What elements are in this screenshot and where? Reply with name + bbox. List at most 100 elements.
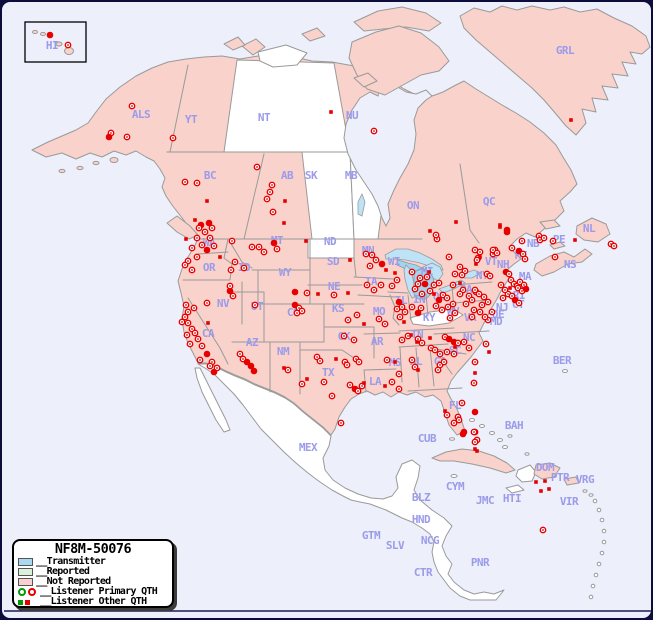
- listener-primary-qth-dot: [255, 243, 263, 251]
- listener-primary-qth-dot: [251, 301, 259, 309]
- listener-primary-qth-dot: [443, 294, 451, 302]
- hawaii-island: [32, 29, 38, 35]
- listener-primary-qth-dot: [363, 281, 371, 289]
- arctic-islands: [223, 6, 450, 96]
- listener-primary-qth-dot: [226, 282, 234, 290]
- listener-dots-layer: [46, 31, 618, 534]
- bahamas-island: [489, 431, 495, 435]
- region-puerto-rico: [563, 476, 580, 486]
- hawaii-inset: [24, 21, 87, 63]
- listener-primary-qth-cluster-dot: [291, 288, 299, 296]
- listener-primary-qth-dot: [458, 399, 466, 407]
- listener-other-qth-dot: [384, 268, 388, 272]
- listener-primary-qth-dot: [188, 266, 196, 274]
- bahamas-island: [469, 418, 475, 422]
- listener-other-qth-dot: [428, 336, 432, 340]
- listener-primary-qth-dot: [408, 356, 416, 364]
- hawaii-inset-box: [24, 21, 87, 63]
- listener-other-qth-dot: [534, 480, 538, 484]
- listener-primary-qth-cluster-dot: [435, 296, 443, 304]
- region-label-mex: MEX: [299, 441, 318, 454]
- listener-other-qth-dot: [218, 255, 222, 259]
- listener-primary-qth-dot: [508, 244, 516, 252]
- small-arctic-island: [223, 36, 246, 51]
- listener-primary-qth-dot: [198, 241, 206, 249]
- listener-primary-qth-dot: [372, 256, 380, 264]
- region-label-yt: YT: [185, 113, 198, 126]
- listener-other-qth-dot: [305, 377, 309, 381]
- listener-primary-qth-dot: [178, 318, 186, 326]
- region-label-dom: DOM: [536, 461, 555, 474]
- listener-primary-qth-dot: [449, 281, 457, 289]
- region-mexico-central-america: [197, 363, 505, 601]
- region-label-nl: NL: [583, 222, 596, 235]
- listener-primary-qth-dot: [449, 300, 457, 308]
- listener-other-qth-dot: [393, 271, 397, 275]
- kodiak-island: [109, 157, 119, 163]
- listener-primary-qth-dot: [476, 308, 484, 316]
- listener-primary-qth-dot: [350, 336, 358, 344]
- listener-other-qth-dot: [473, 447, 477, 451]
- region-label-nt: NT: [258, 111, 271, 124]
- listener-primary-qth-dot: [395, 385, 403, 393]
- listener-primary-qth-dot: [346, 381, 354, 389]
- listener-primary-qth-dot: [393, 276, 401, 284]
- listener-primary-qth-dot: [190, 304, 198, 312]
- listener-primary-qth-dot: [269, 208, 277, 216]
- region-label-slv: SLV: [386, 539, 405, 552]
- southampton-island: [353, 72, 378, 88]
- listener-primary-qth-dot: [328, 392, 336, 400]
- listener-primary-qth-dot: [610, 242, 618, 250]
- listener-other-qth-dot: [362, 381, 366, 385]
- listener-other-qth-dot: [346, 291, 350, 295]
- listener-other-qth-dot: [206, 321, 210, 325]
- listener-primary-qth-dot: [388, 282, 396, 290]
- listener-primary-qth-dot: [195, 224, 203, 232]
- listener-primary-qth-dot: [340, 332, 348, 340]
- listener-primary-qth-dot: [450, 419, 458, 427]
- listener-primary-qth-dot: [343, 361, 351, 369]
- region-label-ns: NS: [564, 258, 576, 271]
- region-label-ar: AR: [371, 335, 384, 348]
- bahamas-island: [497, 438, 503, 442]
- listener-other-qth-dot: [415, 340, 419, 344]
- listener-primary-qth-dot: [417, 304, 425, 312]
- listener-primary-qth-dot: [355, 358, 363, 366]
- listener-primary-qth-cluster-dot: [378, 260, 386, 268]
- region-label-cub: CUB: [418, 432, 437, 445]
- listener-other-qth-dot: [283, 199, 287, 203]
- region-label-ab: AB: [281, 169, 294, 182]
- listener-primary-qth-dot: [362, 250, 370, 258]
- listener-other-qth-dot: [334, 357, 338, 361]
- listener-primary-qth-dot: [470, 428, 478, 436]
- listener-primary-qth-dot: [354, 387, 362, 395]
- aleutian-island: [76, 165, 84, 171]
- listener-primary-qth-cluster-dot: [105, 133, 113, 141]
- primary-qth-red-circle-icon: [28, 588, 36, 596]
- listener-primary-qth-dot: [444, 303, 452, 311]
- listener-primary-qth-dot: [128, 102, 136, 110]
- region-label-md: MD: [490, 315, 503, 328]
- listener-primary-qth-dot: [497, 281, 505, 289]
- listener-other-qth-dot: [282, 366, 286, 370]
- region-greenland: [459, 5, 651, 136]
- listener-other-qth-dot: [569, 118, 573, 122]
- listener-primary-qth-dot: [181, 178, 189, 186]
- listener-primary-qth-dot: [203, 299, 211, 307]
- listener-primary-qth-dot: [123, 133, 131, 141]
- victoria-island: [257, 44, 308, 68]
- listener-primary-qth-dot: [260, 248, 268, 256]
- region-label-or: OR: [203, 261, 216, 274]
- hawaii-island: [55, 41, 63, 47]
- listener-other-qth-dot: [193, 218, 197, 222]
- lesser-antilles-island: [599, 517, 605, 523]
- listener-primary-qth-dot: [169, 134, 177, 142]
- lesser-antilles-island: [588, 594, 594, 600]
- other-qth-green-square-icon: [18, 599, 23, 605]
- region-label-als: ALS: [132, 108, 150, 121]
- lesser-antilles-island: [601, 528, 607, 534]
- listener-primary-qth-dot: [248, 243, 256, 251]
- region-label-ptr: PTR: [551, 471, 570, 484]
- region-label-mb: MB: [345, 169, 358, 182]
- legend-row-transmitter: __Transmitter: [18, 557, 168, 567]
